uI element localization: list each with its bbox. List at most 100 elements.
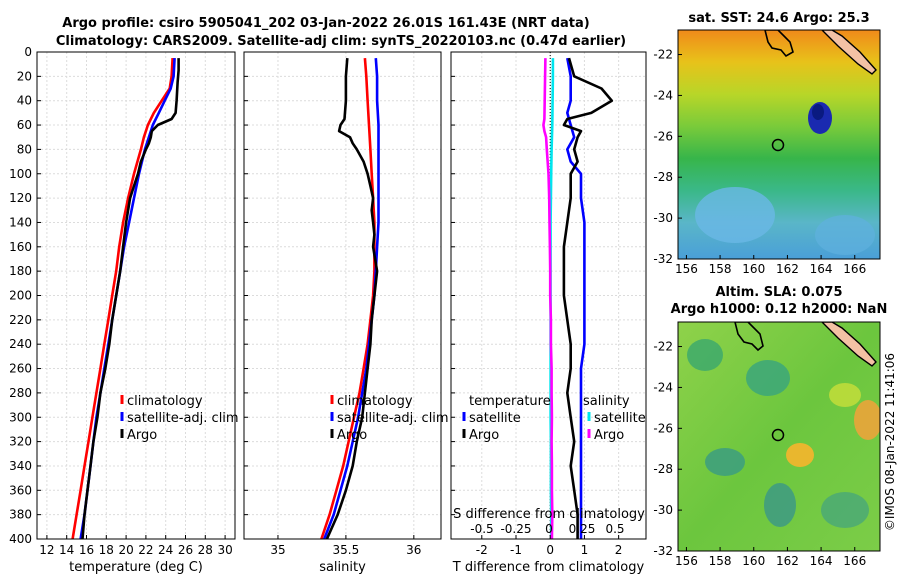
map-y-tick-label: -22 xyxy=(653,340,673,354)
sla-map-title2: Argo h1000: 0.12 h2000: NaN xyxy=(671,302,888,317)
map-x-tick-label: 158 xyxy=(709,554,732,568)
y-tick-label: 0 xyxy=(24,45,32,59)
legend-label: Argo xyxy=(337,428,367,443)
x-tick-label: 20 xyxy=(118,543,133,557)
x-axis-label: T difference from climatology xyxy=(452,560,645,575)
x-tick-label: 28 xyxy=(198,543,213,557)
map-x-tick-label: 164 xyxy=(810,262,833,276)
sla-coast-new-caledonia xyxy=(821,322,877,367)
sla-warm-blob xyxy=(829,383,861,407)
difference-panel: -2 -1 0 1 2 T difference from climatology temp… xyxy=(450,51,647,575)
map-x-tick-label: 162 xyxy=(776,554,799,568)
sst-profile-marker xyxy=(771,138,785,152)
header-line2: Climatology: CARS2009. Satellite-adj cli… xyxy=(56,34,626,49)
sst-map: 156 158 160 162 164 166 -22 -24 -26 -28 -30 -32 xyxy=(653,29,881,276)
map-y-tick-label: -24 xyxy=(653,380,673,394)
x-tick-label: 14 xyxy=(59,543,74,557)
legend-label: Argo xyxy=(594,428,624,443)
map-y-tick-label: -32 xyxy=(653,544,673,558)
x-tick-label: 1 xyxy=(581,543,589,557)
x-tick-label: -2 xyxy=(476,543,488,557)
y-tick-label: 320 xyxy=(9,435,32,449)
x-tick-label: 0 xyxy=(546,543,554,557)
sla-coast-chesterfield xyxy=(734,322,764,352)
sla-blob xyxy=(821,492,869,528)
y-tick-label: 140 xyxy=(9,215,32,229)
legend-label: climatology xyxy=(127,394,203,409)
legend-title-temperature: temperature xyxy=(469,394,551,409)
y-tick-label: 100 xyxy=(9,167,32,181)
x-axis-label: temperature (deg C) xyxy=(69,560,203,575)
map-y-tick-label: -32 xyxy=(653,252,673,266)
y-tick-label: 220 xyxy=(9,313,32,327)
x-tick-label: 22 xyxy=(138,543,153,557)
y-tick-label: 200 xyxy=(9,289,32,303)
map-y-tick-label: -22 xyxy=(653,48,673,62)
x-tick-label: 16 xyxy=(79,543,94,557)
y-tick-label: 300 xyxy=(9,410,32,424)
sla-blob xyxy=(705,448,745,476)
series-line xyxy=(565,57,586,539)
sst-coast-new-caledonia xyxy=(821,30,877,75)
y-tick-label: 180 xyxy=(9,264,32,278)
map-x-tick-label: 166 xyxy=(843,554,866,568)
x-tick-label: 35.5 xyxy=(333,543,360,557)
sla-blob xyxy=(746,360,790,396)
map-y-tick-label: -30 xyxy=(653,503,673,517)
y-tick-label: 60 xyxy=(17,118,32,132)
x-axis-label: salinity xyxy=(319,560,366,575)
s-diff-tick-label: -0.25 xyxy=(500,522,531,536)
y-tick-label: 20 xyxy=(17,69,32,83)
map-y-tick-label: -26 xyxy=(653,421,673,435)
sla-blob xyxy=(687,339,723,371)
map-x-tick-label: 164 xyxy=(810,554,833,568)
map-y-tick-label: -30 xyxy=(653,211,673,225)
x-tick-label: 12 xyxy=(39,543,54,557)
map-x-tick-label: 158 xyxy=(709,262,732,276)
legend-label: satellite xyxy=(469,411,521,426)
header-line1: Argo profile: csiro 5905041_202 03-Jan-2… xyxy=(62,16,589,31)
legend-label: climatology xyxy=(337,394,413,409)
sla-warm-blob xyxy=(786,443,814,467)
s-diff-axis-label: S difference from climatology xyxy=(453,507,645,522)
s-diff-tick-label: -0.5 xyxy=(470,522,493,536)
imos-watermark: ©IMOS 08-Jan-2022 11:41:06 xyxy=(883,353,897,531)
sst-map-title: sat. SST: 24.6 Argo: 25.3 xyxy=(688,11,869,26)
y-tick-label: 260 xyxy=(9,362,32,376)
legend-label: satellite xyxy=(594,411,646,426)
series-line xyxy=(542,58,554,540)
sla-warm-blob xyxy=(854,400,880,440)
map-y-tick-label: -24 xyxy=(653,88,673,102)
x-tick-label: 2 xyxy=(615,543,623,557)
s-diff-tick-label: 0 xyxy=(545,522,553,536)
sst-cool-area-2 xyxy=(815,215,875,255)
y-tick-label: 400 xyxy=(9,532,32,546)
y-tick-label: 340 xyxy=(9,459,32,473)
sst-cool-area xyxy=(695,187,775,243)
x-tick-label: 30 xyxy=(217,543,232,557)
x-tick-label: 35 xyxy=(270,543,285,557)
map-y-tick-label: -28 xyxy=(653,462,673,476)
y-tick-label: 280 xyxy=(9,386,32,400)
series-line xyxy=(81,58,180,540)
sla-map: 156 158 160 162 164 166 -22 -24 -26 -28 -30 -32 xyxy=(653,321,881,568)
y-tick-label: 80 xyxy=(17,142,32,156)
legend-label: Argo xyxy=(127,428,157,443)
map-x-tick-label: 162 xyxy=(776,262,799,276)
y-tick-label: 160 xyxy=(9,240,32,254)
y-tick-label: 380 xyxy=(9,508,32,522)
x-tick-label: -1 xyxy=(510,543,522,557)
s-diff-tick-label: 0.25 xyxy=(569,522,596,536)
map-x-tick-label: 156 xyxy=(675,554,698,568)
legend-label: satellite-adj. clim xyxy=(337,411,449,426)
legend-label: Argo xyxy=(469,428,499,443)
map-y-tick-label: -26 xyxy=(653,129,673,143)
sla-map-features xyxy=(687,322,880,528)
series-line xyxy=(325,58,379,540)
y-tick-label: 240 xyxy=(9,337,32,351)
map-x-tick-label: 156 xyxy=(675,262,698,276)
x-tick-label: 24 xyxy=(158,543,173,557)
sla-map-title1: Altim. SLA: 0.075 xyxy=(716,285,843,300)
series-line xyxy=(562,57,614,539)
